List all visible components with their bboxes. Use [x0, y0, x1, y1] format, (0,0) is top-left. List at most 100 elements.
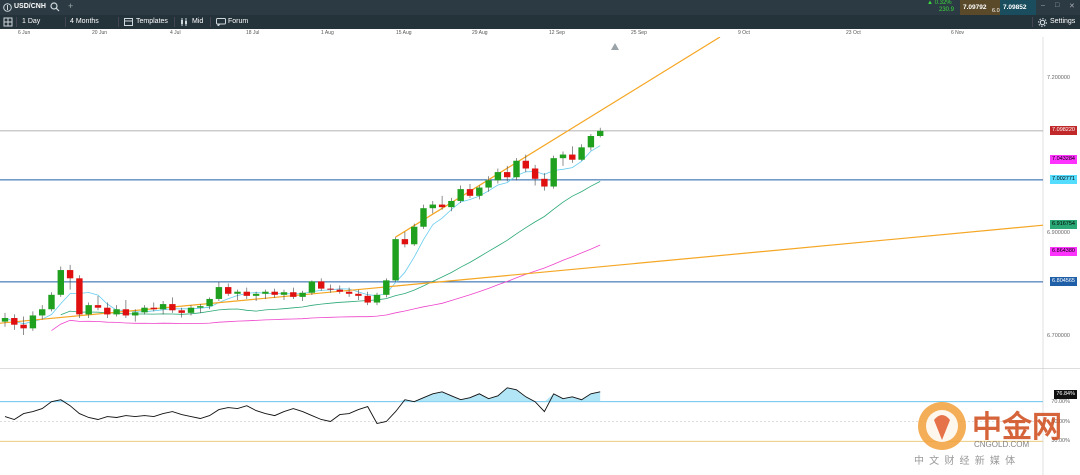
range-select[interactable]: 4 Months: [70, 18, 99, 25]
candle-body: [234, 291, 241, 294]
candle-body: [271, 291, 278, 295]
minimize-icon[interactable]: –: [1041, 2, 1045, 9]
timeframe-select[interactable]: 1 Day: [22, 18, 41, 25]
candle-body: [559, 154, 567, 159]
ma-mid-line: [60, 181, 601, 316]
candle-body: [420, 208, 427, 227]
symbol-label[interactable]: USD/CNH: [14, 3, 46, 10]
candle-body: [569, 154, 576, 160]
candle-body: [122, 309, 130, 316]
oscillator-line: [4, 387, 601, 425]
date-tick-label: 25 Sep: [631, 30, 647, 36]
candle-body: [104, 307, 111, 315]
ask-value: 7.09852: [1003, 4, 1027, 11]
watermark-domain: CNGOLD.COM: [974, 440, 1030, 449]
price-tick-label: 7.200000: [1047, 75, 1070, 82]
date-tick-label: 12 Sep: [549, 30, 565, 36]
candle-body: [504, 172, 511, 178]
cngold-logo-icon: [918, 402, 966, 450]
candle-body: [485, 180, 492, 188]
candle-body: [169, 304, 176, 311]
candle-body: [578, 147, 585, 160]
close-icon[interactable]: ✕: [1069, 3, 1075, 10]
candle-body: [280, 292, 288, 295]
candle-body: [438, 204, 446, 208]
oscillator-level-label: 30.00%: [1051, 438, 1070, 445]
watermark: 中金网 CNGOLD.COM 中 文 财 经 新 媒 体: [914, 400, 1074, 472]
price-mode-button[interactable]: Mid: [192, 18, 204, 25]
ask-price[interactable]: 7.09852: [1000, 0, 1036, 15]
candle-body: [94, 305, 102, 308]
price-tag: 7.098220: [1050, 126, 1077, 136]
candle-body: [187, 307, 195, 313]
candle-body: [11, 318, 18, 325]
watermark-tagline: 中 文 财 经 新 媒 体: [914, 456, 1017, 467]
candle-body: [392, 239, 399, 281]
axis-panel: [1043, 37, 1080, 475]
candle-body: [597, 130, 604, 136]
price-tag: 6.916754: [1050, 219, 1077, 229]
toolbar: 1 Day 4 Months Templates Mid Forum Setti…: [0, 15, 1080, 29]
candle-body: [355, 293, 362, 296]
date-axis: 6 Jun 20 Jun 4 Jul 18 Jul 1 Aug 15 Aug 29 Aug 1…: [0, 29, 1080, 37]
candle-body: [141, 307, 148, 313]
price-chart[interactable]: [0, 37, 1080, 475]
candle-body: [1, 318, 9, 322]
candle-body: [466, 189, 474, 196]
candle-body: [308, 281, 316, 293]
candle-body: [550, 158, 557, 187]
spread-value: 6.0: [992, 8, 1000, 14]
price-tag: 6.804565: [1050, 277, 1077, 287]
date-tick-label: 6 Nov: [951, 30, 965, 36]
search-icon[interactable]: [50, 2, 60, 14]
templates-icon: [124, 18, 133, 28]
add-tab-icon[interactable]: +: [68, 1, 74, 11]
oscillator-level-label: 70.00%: [1051, 398, 1070, 405]
oscillator-value-tag: 76.84%: [1054, 390, 1077, 400]
candle-body: [494, 172, 502, 181]
date-tick-label: 20 Jun: [92, 30, 108, 36]
candle-body: [373, 294, 381, 303]
candle-body: [299, 292, 306, 297]
candle-body: [476, 187, 483, 196]
watermark-brand: 中金网: [972, 410, 1062, 445]
change-pct: ▲ 0.32%: [927, 0, 952, 6]
date-tick-label: 1 Aug: [321, 30, 334, 36]
layout-icon[interactable]: [3, 17, 13, 29]
top-bar: USD/CNH + ▲ 0.32% 230.9 7.09792 6.0 7.09…: [0, 0, 1080, 15]
price-tick-label: 6.700000: [1047, 333, 1070, 340]
candle-body: [541, 178, 548, 187]
candle-body: [178, 310, 185, 313]
date-tick-label: 6 Jun: [18, 30, 31, 36]
scroll-up-icon[interactable]: [611, 37, 619, 55]
candle-body: [159, 304, 167, 310]
candle-body: [66, 270, 74, 279]
oscillator-level-label: 50.00%: [1051, 418, 1070, 425]
price-tick-label: 6.900000: [1047, 229, 1070, 236]
date-tick-label: 15 Aug: [396, 30, 412, 36]
candle-body: [113, 309, 120, 315]
candle-body: [20, 324, 27, 329]
maximize-icon[interactable]: □: [1055, 2, 1060, 9]
candle-body: [364, 295, 371, 303]
candle-body: [513, 160, 520, 178]
candle-body: [290, 292, 297, 297]
candle-body: [150, 307, 157, 310]
change-pts: 230.9: [939, 7, 955, 13]
osc-overbought-fill: [5, 387, 601, 402]
settings-icon: [1038, 18, 1047, 29]
candle-body: [345, 291, 353, 294]
candle-body: [429, 204, 436, 209]
candle-body: [76, 278, 83, 315]
candle-body: [327, 288, 334, 290]
date-tick-label: 23 Oct: [846, 30, 861, 36]
candle-body: [383, 280, 390, 295]
bid-price[interactable]: 7.09792: [960, 0, 1000, 15]
templates-button[interactable]: Templates: [136, 18, 168, 25]
bid-value: 7.09792: [963, 4, 987, 11]
settings-button[interactable]: Settings: [1050, 18, 1076, 25]
candle-body: [262, 291, 269, 294]
date-tick-label: 18 Jul: [246, 30, 260, 36]
candle-body: [85, 305, 92, 315]
forum-button[interactable]: Forum: [228, 18, 249, 25]
